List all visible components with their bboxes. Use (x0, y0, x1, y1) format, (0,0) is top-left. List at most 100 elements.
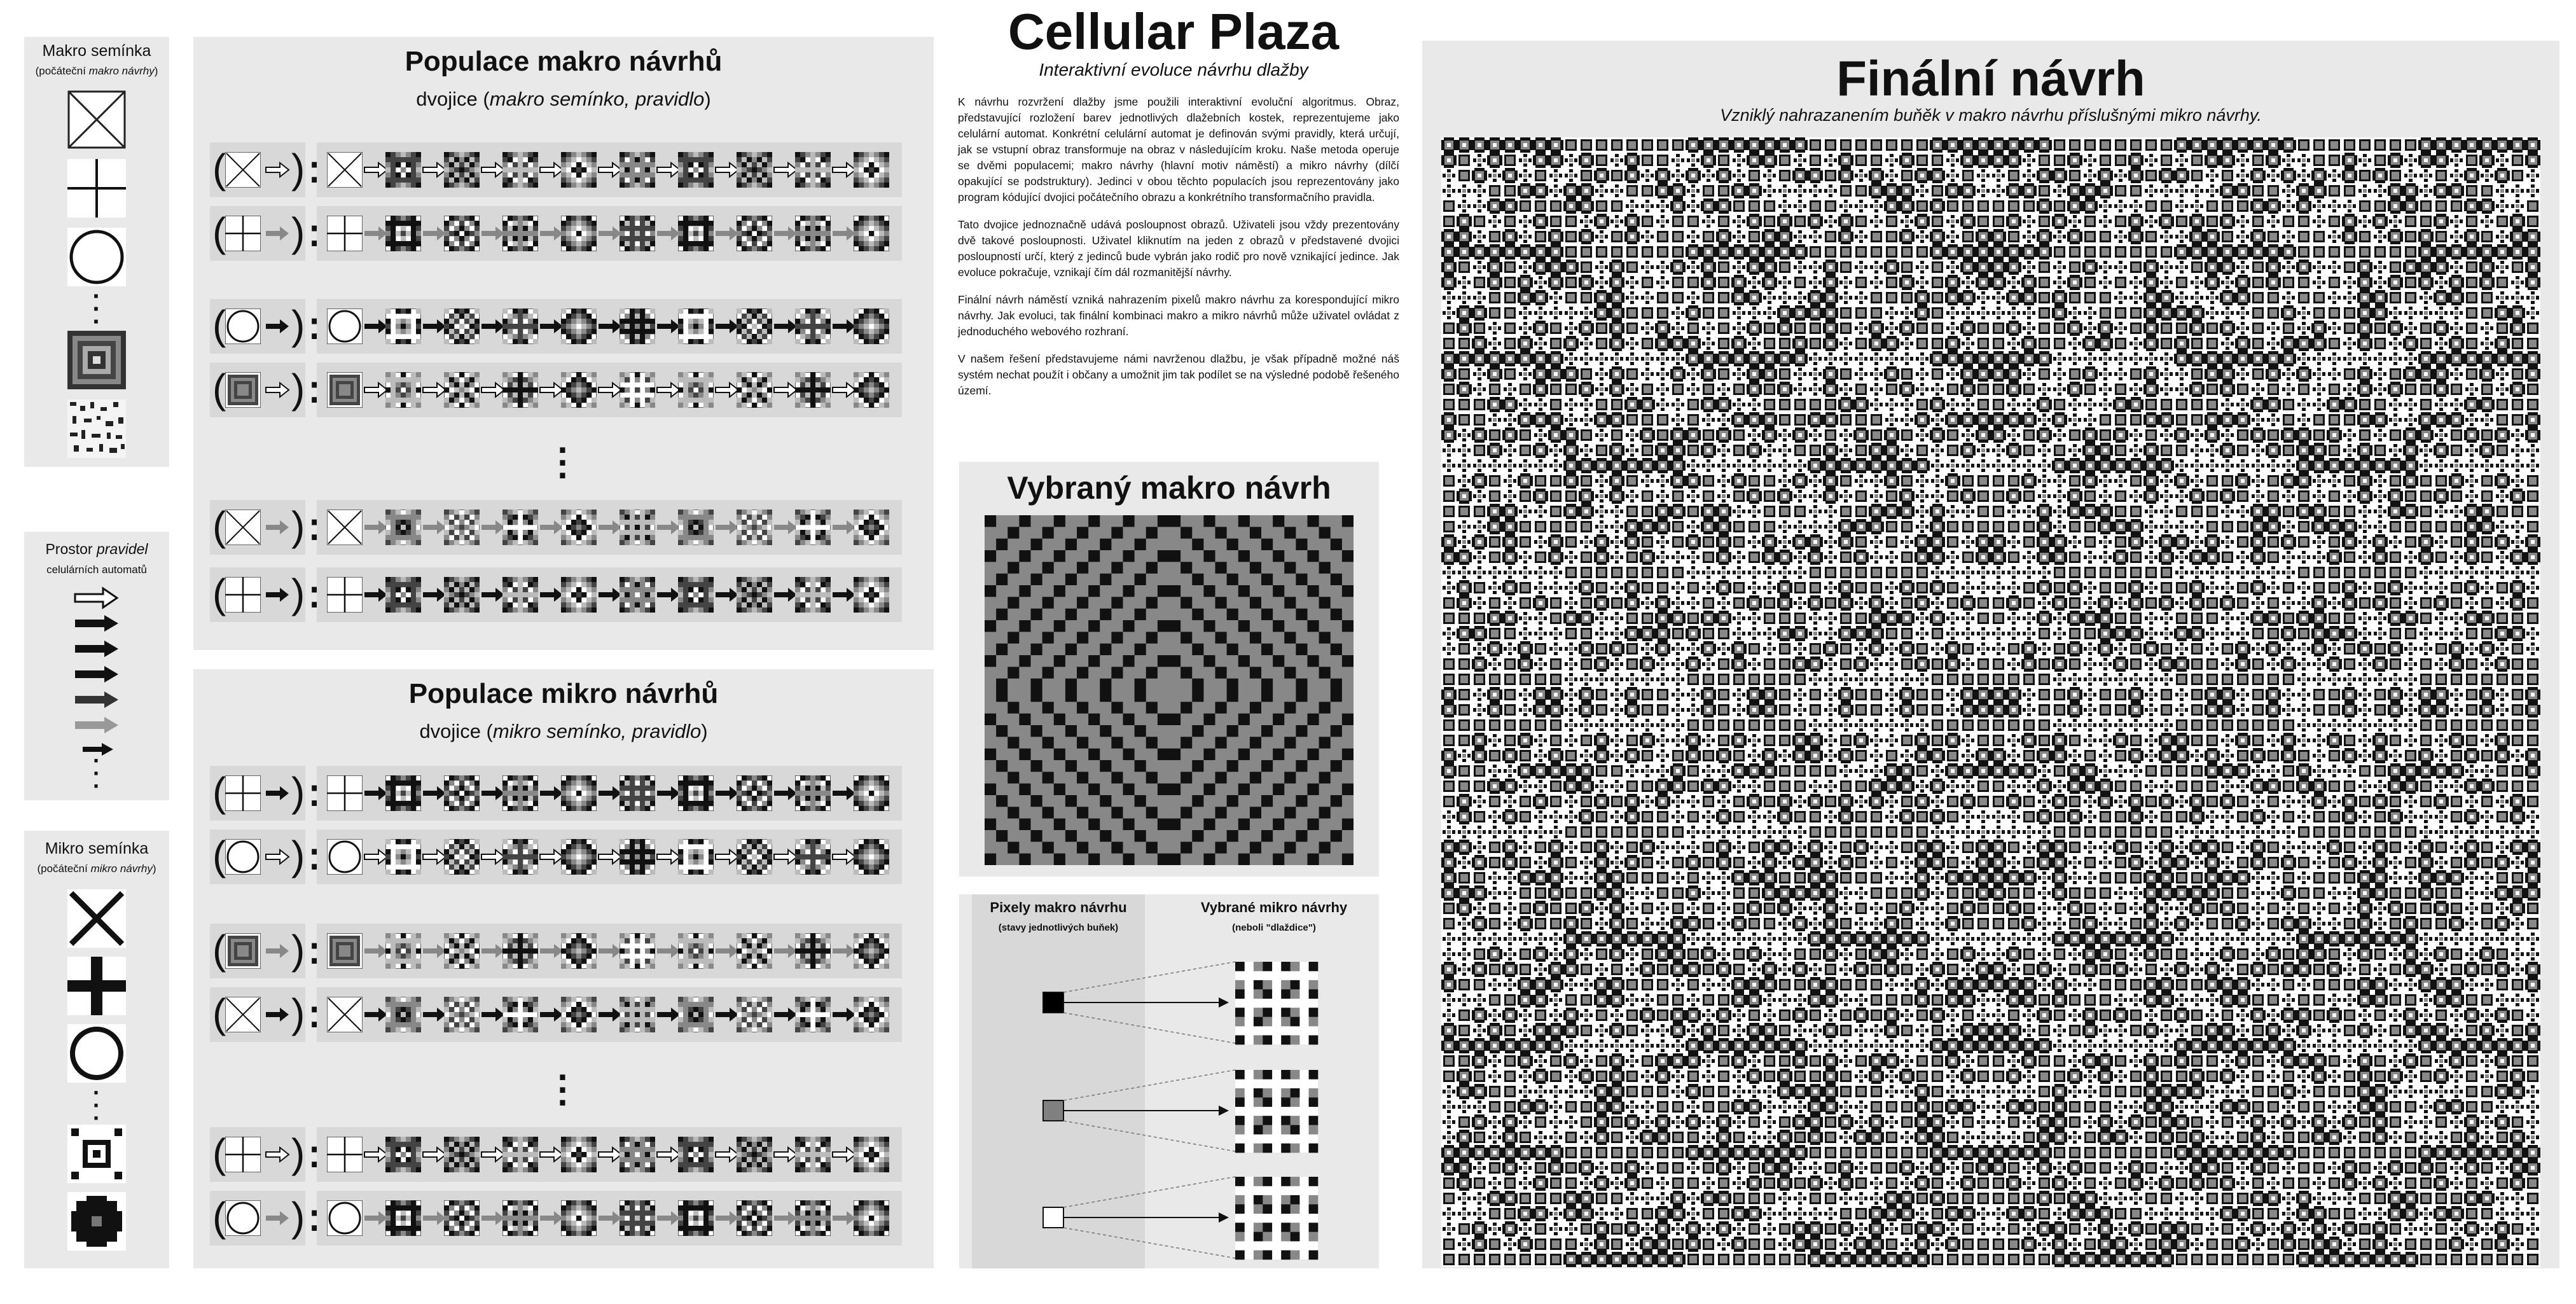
micro-step-9-image[interactable] (795, 933, 831, 969)
seed-squares-thumbnail[interactable] (67, 331, 126, 389)
macro-step-8-image[interactable] (737, 510, 772, 545)
micro-step-2-image[interactable] (385, 839, 421, 875)
micro-step-4-image[interactable] (502, 1200, 538, 1236)
micro-step-1-image[interactable] (327, 775, 363, 811)
macro-step-1-image[interactable] (327, 510, 363, 545)
macro-step-8-image[interactable] (737, 372, 772, 408)
macro-step-9-image[interactable] (795, 309, 831, 344)
macro-pair-6-seed[interactable]: () (210, 567, 305, 622)
micro-step-6-image[interactable] (620, 839, 655, 875)
micro-step-3-image[interactable] (444, 775, 480, 811)
micro-step-7-image[interactable] (678, 1137, 714, 1172)
rule-arrow-outline[interactable] (74, 586, 119, 609)
micro-step-9-image[interactable] (795, 1137, 831, 1172)
macro-step-10-image[interactable] (854, 216, 889, 251)
micro-step-9-image[interactable] (795, 997, 831, 1032)
micro-pair-6-seed[interactable]: () (210, 1191, 305, 1245)
micro-step-5-image[interactable] (561, 1200, 597, 1236)
micro-step-3-image[interactable] (444, 1200, 480, 1236)
macro-step-5-image[interactable] (561, 510, 597, 545)
macro-step-1-image[interactable] (327, 577, 363, 613)
macro-step-3-image[interactable] (444, 577, 480, 613)
micro-step-9-image[interactable] (795, 775, 831, 811)
micro-step-1-image[interactable] (327, 839, 363, 875)
macro-step-9-image[interactable] (795, 152, 831, 188)
micro-step-6-image[interactable] (620, 1200, 655, 1236)
macro-step-6-image[interactable] (620, 216, 655, 251)
micro-step-1-image[interactable] (327, 933, 363, 969)
selected-macro-design[interactable] (985, 515, 1354, 865)
micro-pair-2-seed[interactable]: () (210, 829, 305, 884)
micro-step-8-image[interactable] (737, 933, 772, 969)
rule-arrow-black-3[interactable] (75, 666, 118, 683)
macro-step-10-image[interactable] (854, 152, 889, 188)
macro-step-2-image[interactable] (385, 216, 421, 251)
micro-step-6-image[interactable] (620, 997, 655, 1032)
macro-step-4-image[interactable] (502, 577, 538, 613)
macro-step-3-image[interactable] (444, 216, 480, 251)
micro-pair-1-seed[interactable]: () (210, 766, 305, 821)
rule-arrow-dark[interactable] (75, 691, 118, 708)
micro-seed-frame-thumbnail[interactable] (67, 1125, 126, 1183)
macro-step-5-image[interactable] (561, 309, 597, 344)
macro-step-7-image[interactable] (678, 510, 714, 545)
micro-step-4-image[interactable] (502, 933, 538, 969)
macro-step-4-image[interactable] (502, 510, 538, 545)
macro-step-7-image[interactable] (678, 216, 714, 251)
macro-step-9-image[interactable] (795, 372, 831, 408)
macro-step-9-image[interactable] (795, 510, 831, 545)
micro-step-7-image[interactable] (678, 997, 714, 1032)
macro-step-8-image[interactable] (737, 309, 772, 344)
micro-pair-3-seed[interactable]: () (210, 924, 305, 978)
rule-arrow-gray[interactable] (75, 717, 118, 733)
macro-step-10-image[interactable] (854, 510, 889, 545)
macro-step-2-image[interactable] (385, 152, 421, 188)
macro-pair-5-seed[interactable]: () (210, 500, 305, 555)
macro-step-2-image[interactable] (385, 577, 421, 613)
macro-step-9-image[interactable] (795, 216, 831, 251)
micro-step-3-image[interactable] (444, 997, 480, 1032)
macro-step-10-image[interactable] (854, 372, 889, 408)
micro-step-9-image[interactable] (795, 1200, 831, 1236)
micro-step-7-image[interactable] (678, 933, 714, 969)
macro-step-5-image[interactable] (561, 372, 597, 408)
rule-arrow-black-1[interactable] (75, 615, 118, 632)
micro-step-10-image[interactable] (854, 997, 889, 1032)
macro-step-1-image[interactable] (327, 372, 363, 408)
micro-step-5-image[interactable] (561, 997, 597, 1032)
macro-step-8-image[interactable] (737, 577, 772, 613)
macro-step-4-image[interactable] (502, 216, 538, 251)
micro-step-3-image[interactable] (444, 1137, 480, 1172)
micro-step-1-image[interactable] (327, 997, 363, 1032)
micro-step-7-image[interactable] (678, 775, 714, 811)
micro-step-4-image[interactable] (502, 839, 538, 875)
micro-step-5-image[interactable] (561, 839, 597, 875)
micro-step-3-image[interactable] (444, 933, 480, 969)
micro-step-2-image[interactable] (385, 997, 421, 1032)
macro-step-2-image[interactable] (385, 309, 421, 344)
micro-step-2-image[interactable] (385, 933, 421, 969)
macro-step-1-image[interactable] (327, 216, 363, 251)
macro-step-4-image[interactable] (502, 309, 538, 344)
macro-step-10-image[interactable] (854, 309, 889, 344)
macro-step-1-image[interactable] (327, 309, 363, 344)
seed-circle-thumbnail[interactable] (67, 228, 126, 286)
micro-step-2-image[interactable] (385, 1137, 421, 1172)
macro-step-5-image[interactable] (561, 152, 597, 188)
seed-cross-thumbnail[interactable] (67, 159, 126, 218)
micro-step-10-image[interactable] (854, 1137, 889, 1172)
micro-step-1-image[interactable] (327, 1137, 363, 1172)
micro-step-4-image[interactable] (502, 775, 538, 811)
macro-step-7-image[interactable] (678, 152, 714, 188)
micro-pair-4-seed[interactable]: () (210, 987, 305, 1042)
seed-noise-thumbnail[interactable] (67, 399, 126, 458)
micro-step-9-image[interactable] (795, 839, 831, 875)
macro-step-3-image[interactable] (444, 152, 480, 188)
micro-step-1-image[interactable] (327, 1200, 363, 1236)
rule-arrow-small[interactable] (83, 743, 113, 756)
micro-seed-blob-thumbnail[interactable] (67, 1192, 126, 1251)
macro-step-6-image[interactable] (620, 372, 655, 408)
macro-pair-2-seed[interactable]: () (210, 206, 305, 261)
macro-step-8-image[interactable] (737, 216, 772, 251)
micro-step-6-image[interactable] (620, 775, 655, 811)
